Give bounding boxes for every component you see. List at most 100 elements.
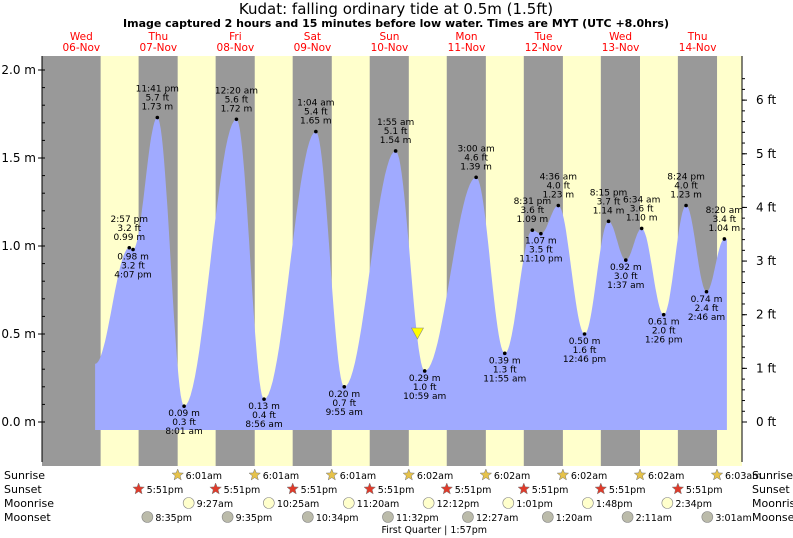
day-labels: Wed06-NovThu07-NovFri08-NovSat09-NovSun1… <box>62 31 716 54</box>
sunrise-time-label: 6:01am <box>340 471 376 482</box>
moonrise-time-label: 1:48pm <box>596 499 633 510</box>
sun-star-icon <box>710 468 724 481</box>
tide-point-label: 0.13 m <box>248 402 280 412</box>
tide-point-label: 1:04 am <box>297 99 334 109</box>
tide-point-label: 5.7 ft <box>145 94 169 104</box>
tide-extreme-point <box>722 237 727 241</box>
sunset-time-label: 5:51pm <box>378 485 415 496</box>
moon-phase-label: First Quarter | 1:57pm <box>381 525 487 536</box>
sun-star-icon <box>209 482 222 495</box>
tide-extreme-point <box>539 231 543 236</box>
sunrise-time-label: 6:02am <box>494 471 530 482</box>
sunrise-time-label: 6:02am <box>571 471 607 482</box>
tide-point-label: 4.0 ft <box>546 182 570 192</box>
tide-point-label: 0.74 m <box>691 295 723 305</box>
tide-point-label: 12:20 am <box>215 86 258 96</box>
moon-disc-icon <box>263 497 275 509</box>
moon-disc-icon <box>661 497 674 509</box>
tide-point-label: 5.1 ft <box>384 127 408 137</box>
tide-point-label: 3:00 am <box>457 144 494 154</box>
tide-point-label: 8:31 pm <box>514 197 552 207</box>
tide-point-label: 12:46 pm <box>563 355 606 365</box>
sunset-row-label-right: Sunset <box>752 483 790 496</box>
sun-moon-rows: Sunrise Sunrise 6:01am 6:01am 6:01am 6:02am 6:… <box>4 468 793 536</box>
day-weekday-label: Thu <box>147 31 168 43</box>
moon-disc-icon <box>542 511 554 523</box>
moon-disc-icon <box>422 497 435 509</box>
moonset-time-label: 10:34pm <box>316 513 359 524</box>
tide-extreme-point <box>422 369 427 373</box>
tide-extreme-point <box>314 129 318 134</box>
sun-star-icon <box>132 482 145 495</box>
tide-point-label: 8:56 am <box>245 420 282 430</box>
moon-disc-icon <box>382 511 394 523</box>
tide-point-label: 6:34 am <box>623 195 660 205</box>
chart-title: Kudat: falling ordinary tide at 0.5m (1.… <box>239 0 553 18</box>
tide-point-label: 11:10 pm <box>519 255 562 265</box>
tide-point-label: 1:26 pm <box>645 336 683 346</box>
sun-star-icon <box>171 468 185 481</box>
tide-point-label: 8:15 pm <box>590 188 628 198</box>
tide-extreme-point <box>639 226 644 231</box>
day-date-label: 11-Nov <box>448 42 486 54</box>
sun-star-icon <box>517 482 531 495</box>
moon-disc-icon <box>582 497 594 509</box>
tide-point-label: 0.29 m <box>409 374 441 384</box>
left-tick-label: 1.0 m <box>1 239 36 253</box>
sunrise-row-label-right: Sunrise <box>752 469 793 482</box>
sun-star-icon <box>363 482 377 495</box>
tide-extreme-point <box>530 228 535 232</box>
sunset-time-label: 5:51pm <box>224 485 261 496</box>
left-tick-label: 1.5 m <box>1 151 36 165</box>
tide-point-label: 3.7 ft <box>597 197 621 207</box>
sunset-time-label: 5:51pm <box>147 485 184 496</box>
tide-point-label: 0.92 m <box>610 263 642 273</box>
day-weekday-label: Mon <box>455 31 477 43</box>
day-weekday-label: Tue <box>534 31 553 43</box>
tide-point-label: 1.23 m <box>670 191 702 201</box>
moon-disc-icon <box>462 511 474 523</box>
tide-extreme-point <box>474 175 478 180</box>
moonset-time-label: 3:01am <box>715 513 751 524</box>
sunset-time-label: 5:51pm <box>686 485 723 496</box>
sunset-time-label: 5:51pm <box>455 485 492 496</box>
moonset-time-label: 9:35pm <box>236 513 273 524</box>
current-tide-marker <box>410 327 424 340</box>
sun-star-icon <box>325 468 339 481</box>
day-weekday-label: Fri <box>229 31 242 43</box>
sunrise-time-label: 6:02am <box>648 471 684 482</box>
tide-point-label: 4.0 ft <box>674 182 698 192</box>
chart-axes: 2.0 m 1.5 m 1.0 m 0.5 m 0.0 m 6 ft 5 ft 4 ft 3 f… <box>1 56 776 462</box>
tide-point-label: 4:36 am <box>540 173 577 183</box>
right-tick-label: 2 ft <box>756 308 776 322</box>
sun-star-icon <box>402 468 416 481</box>
sun-star-icon <box>556 468 570 481</box>
tide-point-label: 11:41 pm <box>136 85 179 95</box>
tide-point-label: 1:55 am <box>377 118 414 128</box>
moon-disc-icon <box>502 497 515 509</box>
right-tick-label: 3 ft <box>756 254 776 268</box>
tide-extreme-point <box>661 312 666 317</box>
tide-extreme-point <box>556 203 561 208</box>
tide-extreme-point <box>262 397 266 401</box>
moon-disc-icon <box>221 511 234 523</box>
sunset-row-label-left: Sunset <box>4 483 42 496</box>
moonset-row-label-left: Moonset <box>4 511 51 524</box>
tide-point-label: 1.73 m <box>141 103 173 113</box>
left-tick-label: 2.0 m <box>1 63 36 77</box>
tide-extreme-point <box>393 149 398 153</box>
sunrise-time-label: 6:02am <box>417 471 453 482</box>
moon-disc-icon <box>621 511 634 523</box>
tide-point-label: 3.6 ft <box>630 204 654 214</box>
tide-point-label: 1.39 m <box>460 162 492 172</box>
tide-point-label: 3.4 ft <box>712 215 736 225</box>
tide-extreme-point <box>684 203 688 208</box>
tide-extreme-point <box>502 351 507 356</box>
sun-star-icon <box>440 482 454 495</box>
tide-extreme-point <box>342 385 347 389</box>
tide-point-label: 2.0 ft <box>652 327 676 337</box>
tide-point-label: 0.4 ft <box>252 411 276 421</box>
tide-point-label: 0.09 m <box>168 409 200 419</box>
moonset-time-label: 11:32pm <box>396 513 439 524</box>
tide-point-label: 0.98 m <box>117 253 149 263</box>
